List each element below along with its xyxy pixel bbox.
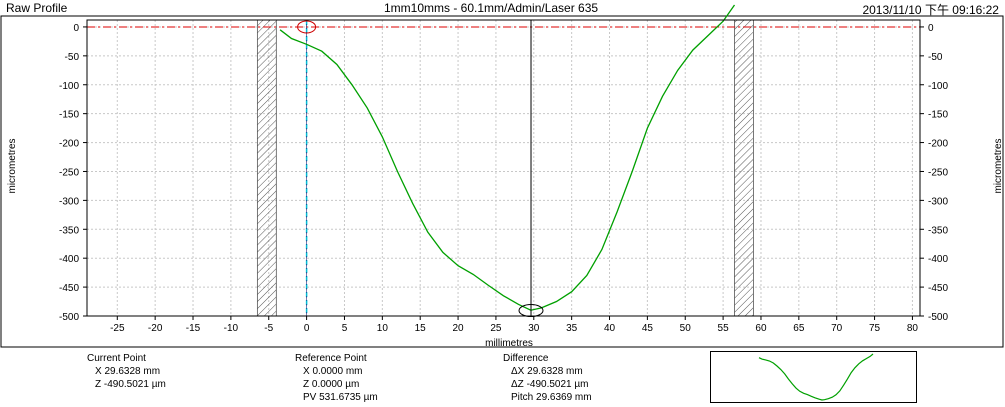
- grid: [87, 20, 920, 317]
- excluded-zones: [256, 19, 754, 317]
- y-tick-label-left: -100: [59, 81, 79, 92]
- y-tick-label-right: -200: [928, 139, 948, 150]
- current-point-z: Z -490.5021 µm: [95, 379, 166, 390]
- y-tick-label-right: -400: [928, 254, 948, 265]
- series-layer: [279, 4, 736, 311]
- x-tick-label: 55: [718, 323, 730, 334]
- y-tick-label-left: -350: [59, 225, 79, 236]
- y-tick-label-left: 0: [73, 23, 79, 34]
- y-tick-label-right: -150: [928, 110, 948, 121]
- x-tick-label: 15: [415, 323, 427, 334]
- excluded-zone: [734, 19, 754, 317]
- y-axis-label-left: micrometres: [7, 138, 18, 193]
- y-tick-label-right: -350: [928, 225, 948, 236]
- window-title: Raw Profile: [6, 1, 68, 15]
- reference-marker: [297, 20, 317, 34]
- x-tick-label: -10: [224, 323, 239, 334]
- x-tick-label: -15: [186, 323, 201, 334]
- excluded-zone: [256, 19, 277, 317]
- x-tick-label: 75: [869, 323, 881, 334]
- chart-outer-frame: [0, 15, 1004, 348]
- y-tick-label-right: -100: [928, 81, 948, 92]
- y-axis-label-right: micrometres: [993, 138, 1004, 193]
- cursor-layer[interactable]: [518, 20, 544, 318]
- x-tick-label: 60: [755, 323, 767, 334]
- x-axis-label: millimetres: [485, 338, 533, 349]
- overview-thumbnail[interactable]: [710, 351, 917, 403]
- reference-point-x: X 0.0000 mm: [303, 366, 363, 377]
- x-tick-label: 45: [642, 323, 654, 334]
- plot-frame: [86, 19, 921, 317]
- x-tick-label: 70: [831, 323, 843, 334]
- x-tick-label: -5: [264, 323, 273, 334]
- x-tick-label: 50: [680, 323, 692, 334]
- x-tick-label: 5: [342, 323, 348, 334]
- y-tick-label-right: -450: [928, 283, 948, 294]
- x-tick-label: 40: [604, 323, 616, 334]
- title-bar: Raw Profile 1mm10mms - 60.1mm/Admin/Lase…: [0, 0, 1005, 17]
- x-tick-label: 65: [793, 323, 805, 334]
- y-tick-label-left: -50: [65, 52, 80, 63]
- cursor-marker: [518, 304, 544, 318]
- difference-title: Difference: [503, 353, 549, 364]
- difference-dx: ΔX 29.6328 mm: [511, 366, 583, 377]
- reference-point-panel: Reference Point X 0.0000 mm Z 0.0000 µm …: [295, 352, 378, 404]
- x-tick-label: 0: [304, 323, 310, 334]
- y-tick-label-left: -450: [59, 283, 79, 294]
- reference-point-pv: PV 531.6735 µm: [303, 392, 378, 403]
- current-point-title: Current Point: [87, 353, 146, 364]
- x-tick-label: 80: [907, 323, 919, 334]
- x-tick-label: 25: [490, 323, 502, 334]
- difference-panel: Difference ΔX 29.6328 mm ΔZ -490.5021 µm…: [503, 352, 592, 404]
- x-tick-label: 35: [566, 323, 578, 334]
- profile-series-line: [279, 4, 736, 311]
- difference-pitch: Pitch 29.6369 mm: [511, 392, 592, 403]
- overview-series-line: [758, 353, 874, 401]
- y-tick-label-left: -150: [59, 110, 79, 121]
- overview-plot: [758, 353, 874, 401]
- x-tick-label: 20: [453, 323, 465, 334]
- profile-subtitle: 1mm10mms - 60.1mm/Admin/Laser 635: [384, 1, 599, 15]
- y-tick-label-left: -200: [59, 139, 79, 150]
- current-point-x: X 29.6328 mm: [95, 366, 161, 377]
- y-tick-label-left: -300: [59, 196, 79, 207]
- axes: -25 -20 -15 -10 -5 0 5 10 15 20 25 30 35 40 45 50 55 60 65…: [59, 19, 948, 334]
- reference-point-z: Z 0.0000 µm: [303, 379, 360, 390]
- y-tick-label-right: -300: [928, 196, 948, 207]
- y-tick-label-left: -250: [59, 167, 79, 178]
- y-tick-label-right: -50: [928, 52, 943, 63]
- current-point-panel: Current Point X 29.6328 mm Z -490.5021 µ…: [87, 352, 166, 391]
- reference-lines: [87, 20, 920, 316]
- timestamp: 2013/11/10 下午 09:16:22: [862, 3, 999, 17]
- y-tick-label-right: -500: [928, 312, 948, 323]
- y-tick-label-right: -250: [928, 167, 948, 178]
- reference-point-title: Reference Point: [295, 353, 367, 364]
- x-tick-label: -20: [148, 323, 163, 334]
- y-tick-label-left: -500: [59, 312, 79, 323]
- y-tick-label-left: -400: [59, 254, 79, 265]
- x-tick-label: 10: [377, 323, 389, 334]
- y-tick-label-right: 0: [928, 23, 934, 34]
- x-tick-label: -25: [110, 323, 125, 334]
- difference-dz: ΔZ -490.5021 µm: [511, 379, 589, 390]
- x-tick-label: 30: [528, 323, 540, 334]
